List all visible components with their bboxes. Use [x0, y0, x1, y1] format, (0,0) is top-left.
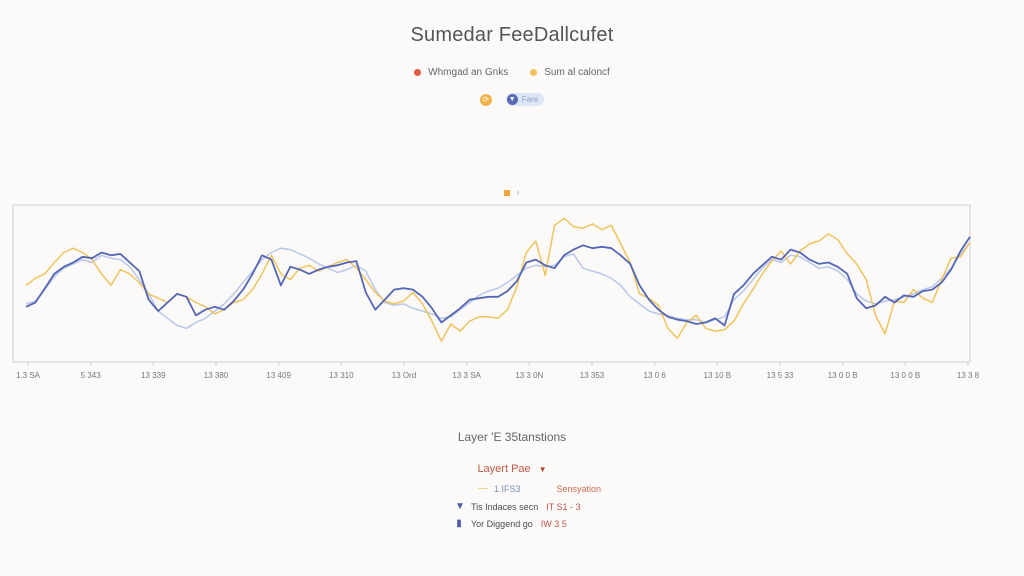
marker-label: ı — [517, 188, 520, 197]
chevron-down-icon: ▼ — [506, 94, 518, 105]
layer-row: — 1 IFS3 Sensyation — [478, 483, 601, 494]
x-tick-label: 13 409 — [266, 371, 291, 380]
x-tick-label: 13 3 0N — [515, 371, 543, 380]
x-tick-label: 13 380 — [204, 371, 229, 380]
x-tick-label: 13 3 8 — [957, 371, 980, 380]
info-text: Tis Indaces secn — [471, 501, 539, 512]
legend-item-series-2[interactable]: Sum al caloncf — [530, 67, 610, 78]
layer-badge: 1 IFS3 — [494, 483, 521, 494]
x-tick-label: 13 310 — [329, 371, 354, 380]
marker-swatch — [504, 189, 510, 196]
x-tick-label: 13 3 SA — [452, 371, 481, 380]
series-line-3 — [25, 242, 971, 330]
info-value: IW 3 5 — [540, 518, 567, 529]
dash-icon: — — [478, 483, 488, 494]
legend-label: Whmgad an Gnks — [428, 67, 509, 78]
layer-section-title: Layer 'E 35tanstions — [457, 430, 567, 444]
x-tick-label: 5 343 — [81, 371, 102, 380]
series-line-1 — [25, 236, 971, 327]
legend-label: Sum al caloncf — [544, 67, 610, 78]
pin-icon: ▼ — [455, 501, 465, 512]
legend-item-series-1[interactable]: Whmgad an Gnks — [414, 67, 508, 78]
x-tick-label: 13 10 B — [704, 371, 732, 380]
plot-frame — [12, 204, 971, 363]
dropdown-label: Layert Pae — [477, 463, 531, 475]
legend-swatch-yellow — [530, 69, 538, 76]
chart-marker: ı — [504, 188, 519, 197]
series-line-2 — [25, 217, 971, 342]
chart-legend: Whmgad an Gnks Sum al caloncf — [0, 67, 1024, 78]
chart-controls: ⟳ ▼ Fare — [0, 93, 1024, 106]
refresh-icon[interactable]: ⟳ — [479, 93, 492, 106]
info-text: Yor Diggend go — [471, 518, 533, 529]
bar-icon: ▮ — [456, 518, 462, 529]
x-tick-label: 13 0 0 B — [890, 371, 920, 380]
x-tick-label: 13 5 33 — [767, 371, 794, 380]
legend-swatch-red — [414, 69, 422, 76]
x-tick-label: 13 339 — [141, 371, 166, 380]
info-row-1[interactable]: ▼ Tis Indaces secn IT S1 - 3 — [455, 501, 581, 512]
chevron-down-icon: ▼ — [538, 464, 547, 474]
x-tick-label: 1.3 SA — [16, 371, 41, 380]
layer-dropdown[interactable]: Layert Pae ▼ — [0, 463, 1024, 475]
chart-title: Sumedar FeeDallcufet — [410, 24, 614, 46]
x-tick-label: 13 353 — [580, 371, 605, 380]
series-lines — [25, 217, 971, 342]
x-tick-label: 13 0 6 — [644, 371, 667, 380]
info-value: IT S1 - 3 — [546, 501, 581, 512]
toggle-label: Fare — [521, 95, 539, 104]
x-tick-label: 13 Ord — [392, 371, 416, 380]
x-tick-label: 13 0 0 B — [828, 371, 858, 380]
layer-status: Sensyation — [556, 483, 602, 494]
info-row-2[interactable]: ▮ Yor Diggend go IW 3 5 — [455, 518, 567, 529]
series-toggle[interactable]: ▼ Fare — [505, 93, 545, 106]
x-axis-ticks: 1.3 SA 5 343 13 339 13 380 13 409 13 310 13 Or… — [16, 362, 980, 380]
